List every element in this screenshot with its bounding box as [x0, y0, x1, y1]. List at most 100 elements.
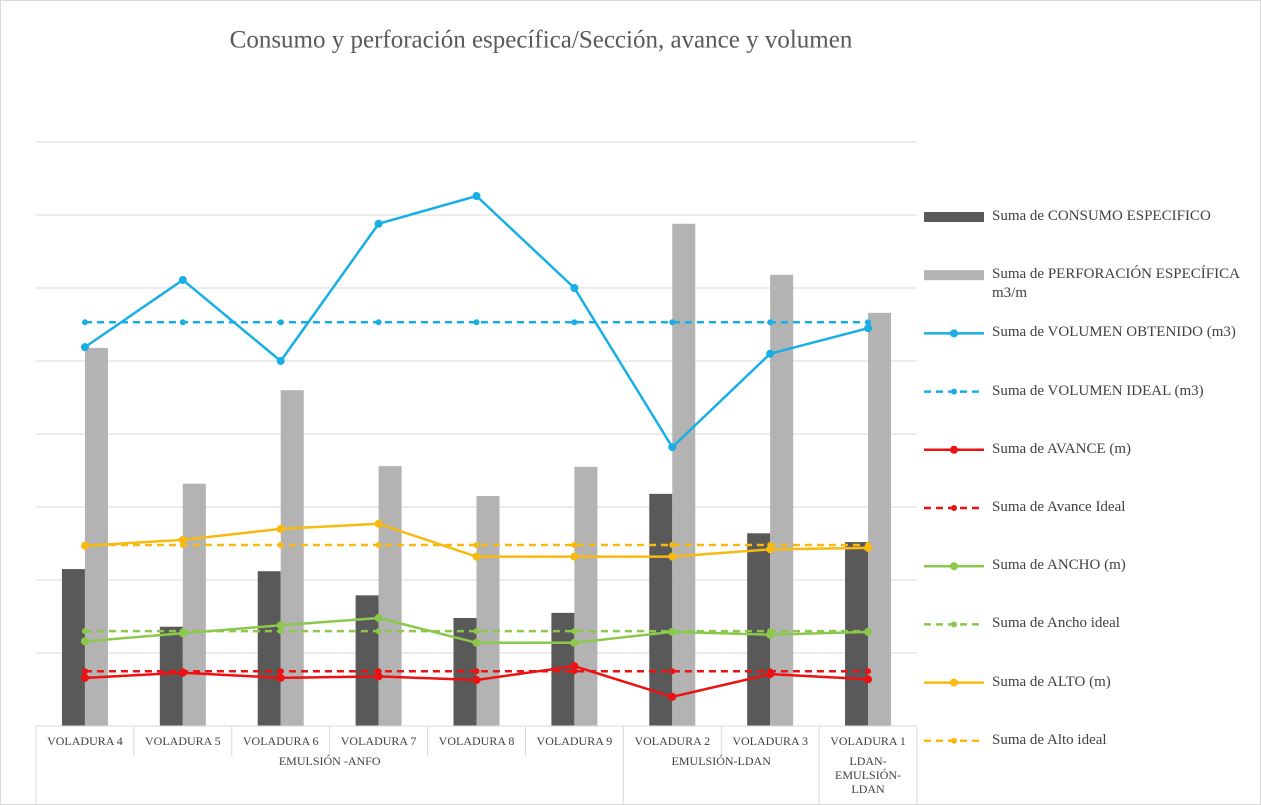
- legend-label: Suma de Avance Ideal: [992, 499, 1126, 515]
- point: [767, 628, 774, 635]
- point: [669, 668, 676, 675]
- point: [374, 672, 383, 681]
- point: [473, 668, 480, 675]
- bar: [257, 571, 281, 726]
- legend-label: Suma de CONSUMO ESPECIFICO: [992, 208, 1211, 224]
- bar: [159, 626, 183, 726]
- legend-label: Suma de VOLUMEN OBTENIDO (m3): [992, 324, 1236, 341]
- x-group-label-box: LDAN-EMULSIÓN-LDAN: [835, 754, 901, 796]
- point: [865, 668, 872, 675]
- x-tick-label: VOLADURA 2: [634, 734, 710, 748]
- legend-label: Suma de Alto ideal: [992, 731, 1107, 748]
- point: [570, 662, 579, 671]
- point: [375, 541, 382, 548]
- legend-marker: [951, 737, 957, 744]
- legend-marker: [951, 388, 957, 395]
- point: [276, 357, 285, 365]
- bar: [378, 466, 402, 726]
- point: [472, 552, 481, 561]
- point: [179, 628, 186, 635]
- bar: [476, 496, 500, 726]
- point: [178, 275, 187, 284]
- x-tick-label: VOLADURA 5: [145, 734, 221, 748]
- bar: [280, 390, 304, 726]
- x-tick-label: VOLADURA 1: [830, 734, 906, 748]
- point: [276, 524, 285, 533]
- legend-swatch: [924, 270, 984, 281]
- point: [277, 628, 284, 635]
- point: [571, 319, 578, 326]
- bar: [672, 223, 696, 726]
- point: [178, 535, 187, 544]
- point: [473, 628, 480, 635]
- bar: [61, 569, 85, 726]
- x-tick-label: VOLADURA 9: [537, 734, 613, 748]
- legend-marker: [951, 505, 957, 511]
- x-tick-label: VOLADURA 6: [243, 734, 319, 748]
- legend-marker: [950, 329, 958, 338]
- legend-swatch: [924, 212, 984, 222]
- bar: [868, 312, 892, 726]
- bar: [182, 483, 206, 726]
- point: [81, 668, 88, 675]
- bar: [770, 274, 794, 726]
- point: [374, 613, 383, 622]
- point: [864, 324, 873, 333]
- legend-label-box: Suma de CONSUMO ESPECIFICO: [992, 208, 1211, 224]
- point: [81, 628, 88, 635]
- point: [668, 443, 677, 452]
- point: [571, 541, 578, 548]
- x-group-label-box: EMULSIÓN -ANFO: [278, 754, 381, 768]
- point: [766, 545, 775, 554]
- legend-label: Suma de ANCHO (m): [992, 557, 1126, 574]
- legend-label: Suma de AVANCE (m): [992, 440, 1132, 457]
- point: [276, 673, 285, 682]
- point: [472, 192, 481, 201]
- point: [570, 284, 579, 292]
- point: [669, 541, 676, 548]
- point: [570, 638, 579, 647]
- legend-label-box: Suma de ANCHO (m): [992, 557, 1126, 574]
- bar: [574, 466, 598, 726]
- legend-marker: [950, 678, 958, 687]
- point: [767, 668, 774, 675]
- bar: [845, 542, 869, 726]
- point: [571, 668, 578, 675]
- point: [668, 552, 677, 561]
- legend-marker: [950, 562, 958, 571]
- x-group-label-box: EMULSIÓN-LDAN: [671, 754, 771, 768]
- point: [374, 519, 383, 528]
- point: [80, 637, 89, 646]
- legend-label-box: Suma de VOLUMEN OBTENIDO (m3): [992, 324, 1236, 341]
- point: [472, 676, 481, 685]
- point: [277, 541, 284, 548]
- point: [375, 628, 382, 635]
- point: [80, 673, 89, 682]
- point: [81, 541, 88, 548]
- point: [374, 219, 383, 228]
- x-tick-label: VOLADURA 3: [732, 734, 808, 748]
- legend-label-box: Suma de Ancho ideal: [992, 615, 1120, 631]
- point: [375, 668, 382, 675]
- point: [865, 319, 872, 326]
- x-tick-label: VOLADURA 4: [47, 734, 123, 748]
- point: [767, 541, 774, 548]
- point: [668, 692, 677, 701]
- bar: [649, 493, 673, 726]
- legend-label-box: Suma de Alto ideal: [992, 731, 1107, 748]
- point: [570, 552, 579, 561]
- point: [669, 628, 676, 635]
- x-tick-label: VOLADURA 8: [439, 734, 515, 748]
- bar: [747, 533, 771, 726]
- point: [80, 343, 89, 352]
- point: [571, 628, 578, 635]
- x-group-label: EMULSIÓN -ANFO: [278, 754, 381, 768]
- legend-label: Suma de ALTO (m): [992, 673, 1111, 690]
- x-group-label: EMULSIÓN-LDAN: [671, 754, 771, 768]
- point: [766, 349, 775, 358]
- point: [473, 319, 480, 326]
- point: [864, 675, 873, 684]
- point: [375, 319, 382, 326]
- bar: [84, 347, 108, 726]
